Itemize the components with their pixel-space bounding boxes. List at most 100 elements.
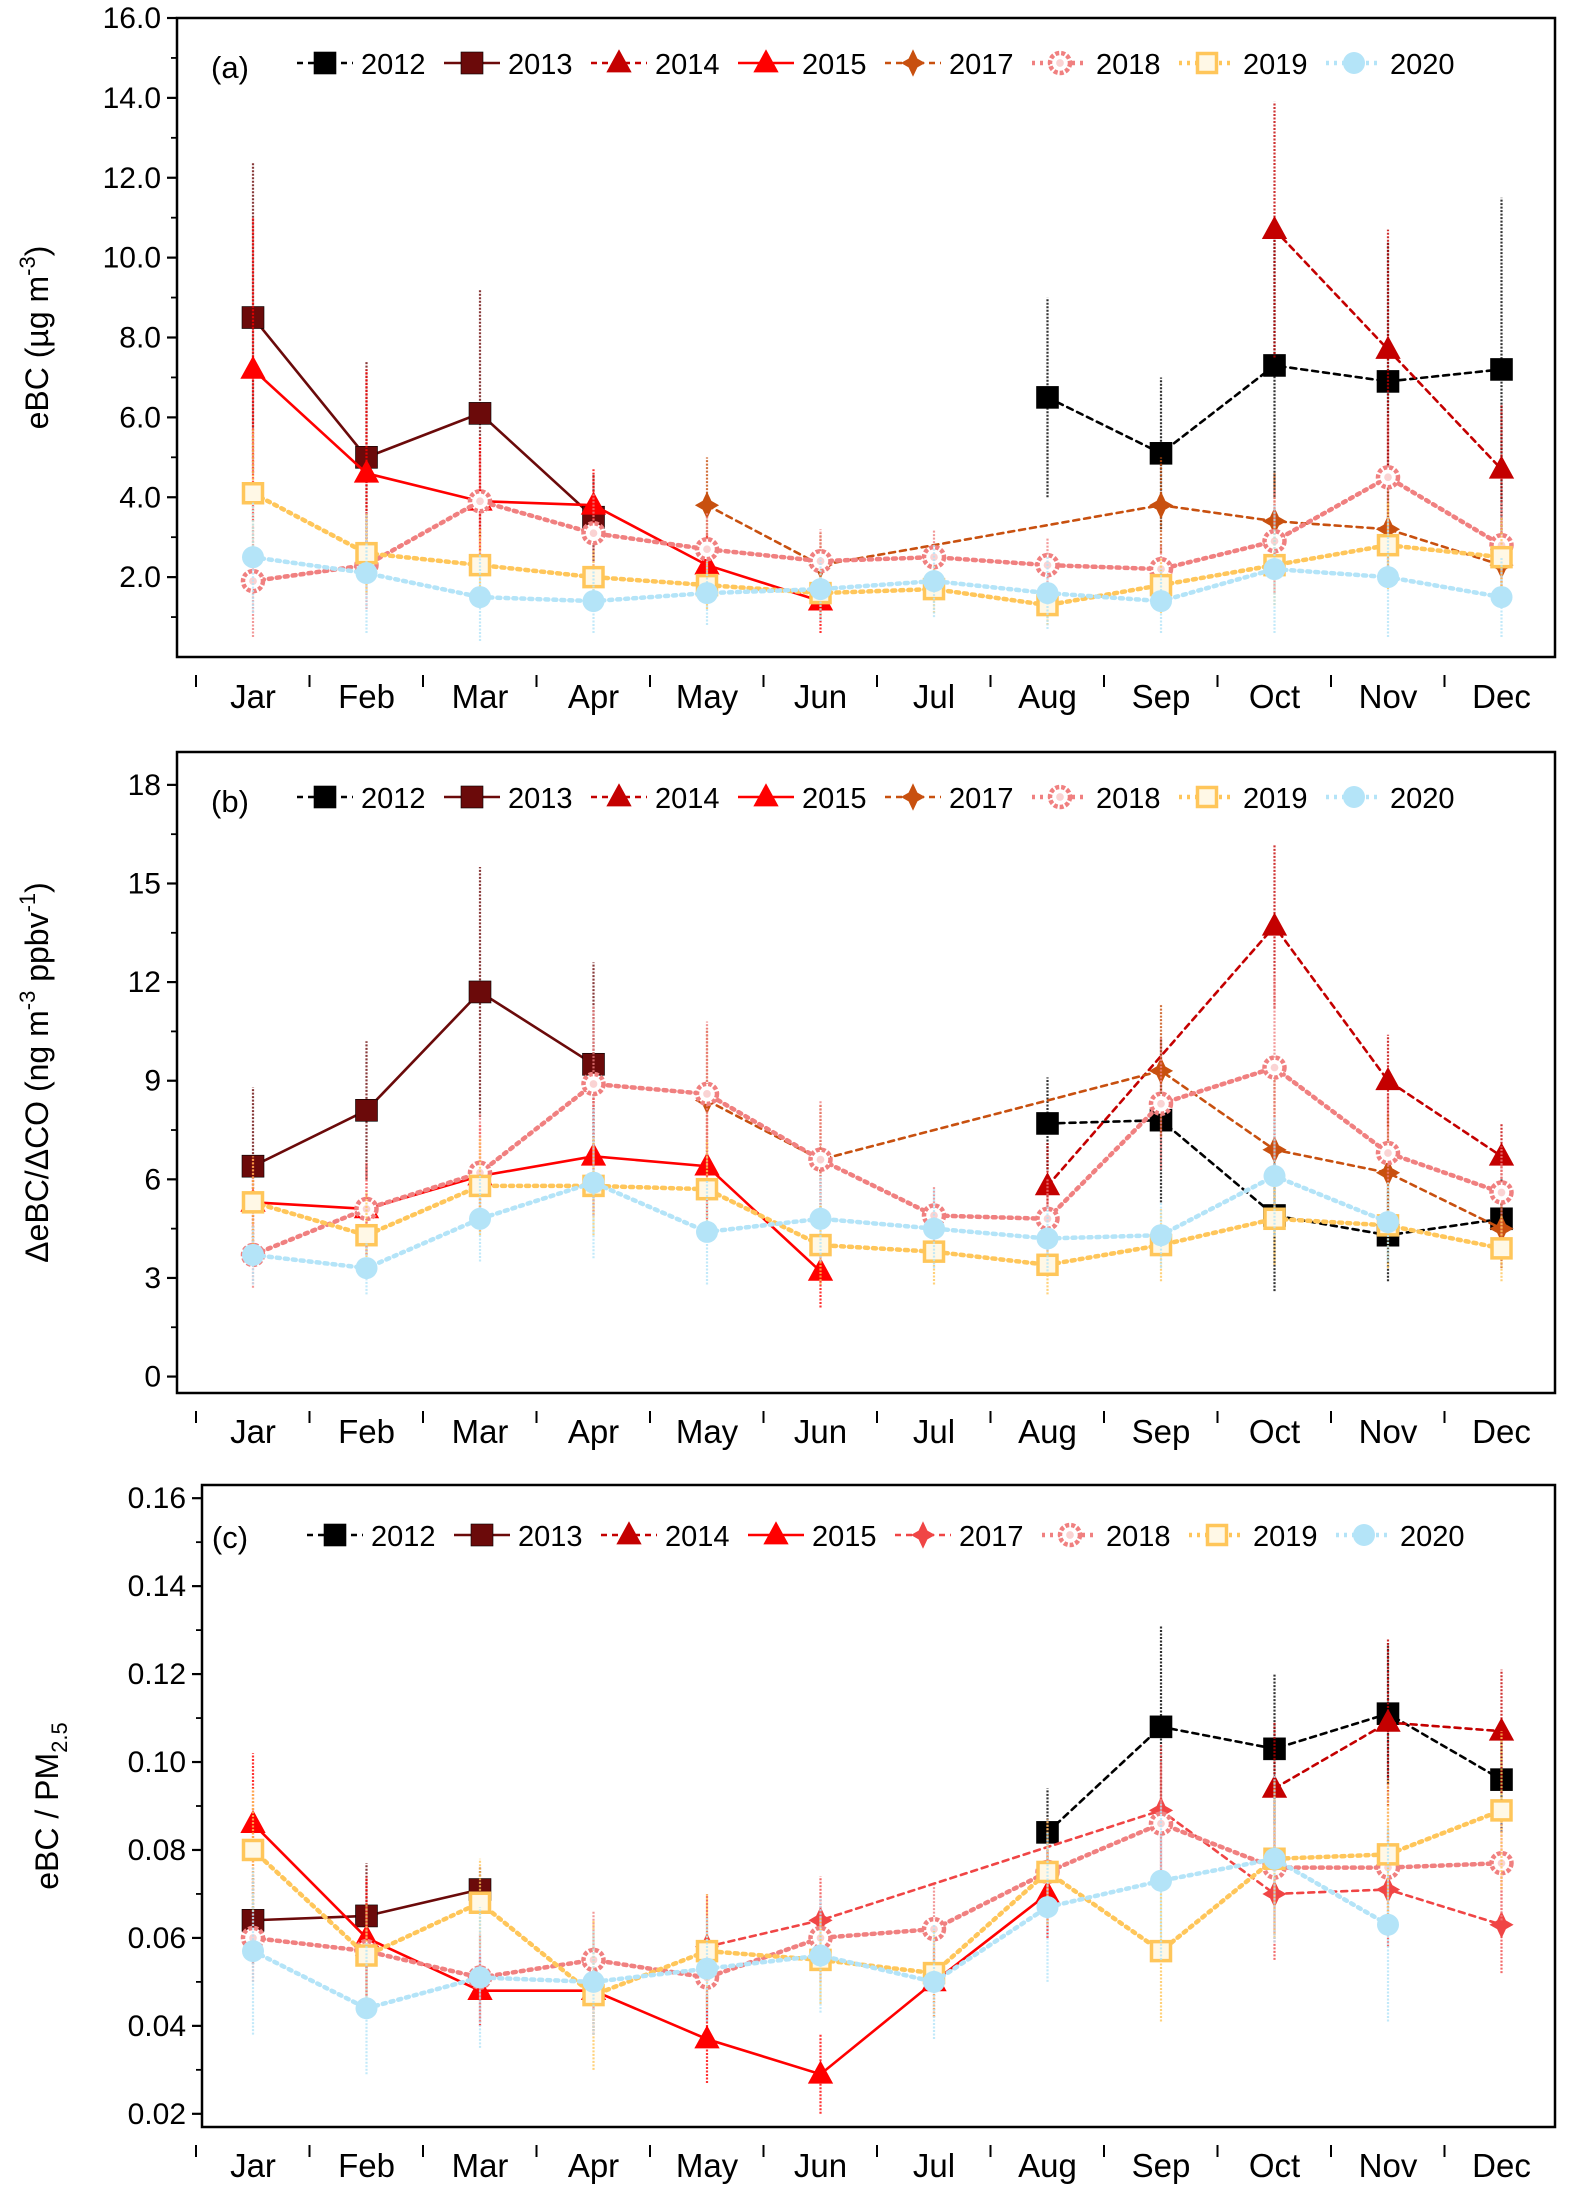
plot-frame (175, 750, 1557, 1395)
data-point-2015 (353, 1924, 380, 1948)
legend-label: 2020 (1400, 1521, 1465, 1553)
legend: 2012 2013 2014 2015 2017 2018 2019 2020 (307, 1521, 1465, 1553)
panel-b: 0 3 6 9 12 15 18 Jar Feb Mar Apr May Jun Jul Aug Sep Oct… (15, 750, 1557, 1450)
data-point-2013 (468, 980, 492, 1004)
series-2020 (242, 1775, 1399, 2075)
data-point-2020 (1377, 1211, 1399, 1234)
series-line (251, 316, 595, 519)
series-line (250, 1065, 1504, 1258)
series-line (250, 474, 1504, 584)
legend-label: 2015 (802, 783, 867, 815)
series-line (250, 1808, 1504, 1998)
data-point-2018 (1148, 1091, 1174, 1116)
data-point-2015 (807, 2060, 834, 2084)
legend-label: 2020 (1390, 49, 1455, 81)
series-2013 (241, 161, 605, 562)
legend-marker-2015 (753, 49, 779, 73)
x-tick-label: Sep (1132, 1413, 1191, 1450)
data-point-2020 (923, 570, 945, 593)
data-point-2020 (1036, 1227, 1059, 1250)
y-tick-label: 18 (128, 769, 161, 802)
data-point-2020 (1036, 582, 1059, 605)
x-tick-label: Nov (1359, 1413, 1418, 1450)
legend-marker-2019 (1195, 51, 1219, 75)
x-tick-label: Aug (1018, 1413, 1077, 1450)
data-point-2014 (1375, 335, 1401, 359)
x-tick-label: Aug (1018, 2147, 1077, 2184)
y-tick-label: 10.0 (103, 242, 161, 275)
legend-label: 2012 (361, 49, 426, 81)
data-point-2019 (1490, 1237, 1513, 1260)
x-tick-label: May (676, 1413, 739, 1450)
y-tick-label: 3 (144, 1262, 161, 1295)
data-point-2020 (582, 590, 605, 613)
data-point-2019 (1263, 1207, 1286, 1231)
data-point-2017 (694, 491, 720, 519)
x-tick-label: Mar (452, 678, 509, 715)
x-tick-label: Jul (913, 678, 955, 715)
legend-label: 2015 (812, 1521, 877, 1553)
legend-marker-2017 (910, 1521, 936, 1549)
data-point-2020 (1490, 586, 1513, 609)
y-tick-label: 0.02 (128, 2098, 186, 2131)
data-point-2020 (242, 546, 264, 569)
data-point-2020 (355, 1997, 378, 2020)
x-tick-label: Apr (568, 678, 619, 715)
series-2013 (241, 867, 605, 1246)
y-tick-label: 4.0 (119, 481, 161, 514)
data-point-2020 (1036, 1896, 1059, 1919)
data-point-2018 (694, 536, 720, 562)
data-point-2020 (1263, 1165, 1286, 1188)
y-tick-label: 0.10 (128, 1746, 186, 1779)
legend-marker-2018 (1057, 1522, 1083, 1548)
y-tick-label: 0.14 (128, 1570, 186, 1603)
legend-label: 2013 (508, 783, 573, 815)
data-point-2020 (1377, 1913, 1399, 1936)
data-point-2015 (240, 1809, 266, 1833)
data-point-2020 (242, 1243, 264, 1266)
y-axis-label: ΔeBC/ΔCO (ng m-3 ppbv-1) (15, 882, 55, 1263)
data-point-2019 (355, 541, 378, 565)
y-tick-label: 0.16 (128, 1482, 186, 1515)
data-point-2020 (923, 1217, 945, 1240)
series-2018 (240, 417, 1514, 638)
data-point-2020 (469, 1207, 491, 1230)
data-point-2020 (582, 1171, 605, 1194)
data-point-2020 (469, 1966, 491, 1989)
data-point-2020 (1377, 566, 1399, 589)
data-point-2019 (922, 1240, 946, 1263)
data-point-2018 (1489, 1180, 1514, 1205)
legend-marker-2013 (470, 1523, 494, 1547)
legend-marker-2020 (1343, 786, 1365, 808)
data-point-2014 (1261, 215, 1288, 240)
legend-label: 2013 (518, 1521, 583, 1553)
y-tick-label: 0 (144, 1361, 161, 1394)
legend-marker-2019 (1195, 785, 1219, 809)
x-tick-label: Oct (1249, 2147, 1300, 2184)
legend-label: 2019 (1253, 1521, 1318, 1553)
y-tick-label: 12.0 (103, 162, 161, 195)
x-tick-label: Oct (1249, 1413, 1300, 1450)
legend-label: 2012 (371, 1521, 436, 1553)
data-point-2017 (1148, 491, 1174, 519)
data-point-2013 (355, 1099, 378, 1122)
data-point-2012 (1036, 386, 1059, 409)
legend: 2012 2013 2014 2015 2017 2018 2019 2020 (297, 49, 1455, 81)
x-tick-label: Jun (794, 678, 847, 715)
data-point-2012 (1263, 354, 1286, 377)
data-point-2019 (1376, 1843, 1400, 1866)
series-line (251, 990, 595, 1168)
data-point-2018 (354, 1196, 379, 1222)
series-2020 (242, 1107, 1399, 1295)
legend-label: 2018 (1106, 1521, 1171, 1553)
y-tick-label: 2.0 (119, 561, 161, 594)
legend-label: 2017 (949, 783, 1014, 815)
y-tick-label: 12 (128, 966, 161, 999)
x-tick-label: Feb (338, 678, 395, 715)
data-point-2020 (696, 1957, 718, 1980)
data-point-2019 (241, 1191, 265, 1214)
data-point-2012 (1036, 1112, 1059, 1135)
series-line (705, 1069, 1503, 1230)
x-tick-label: Dec (1472, 678, 1531, 715)
data-point-2014 (1261, 912, 1288, 936)
